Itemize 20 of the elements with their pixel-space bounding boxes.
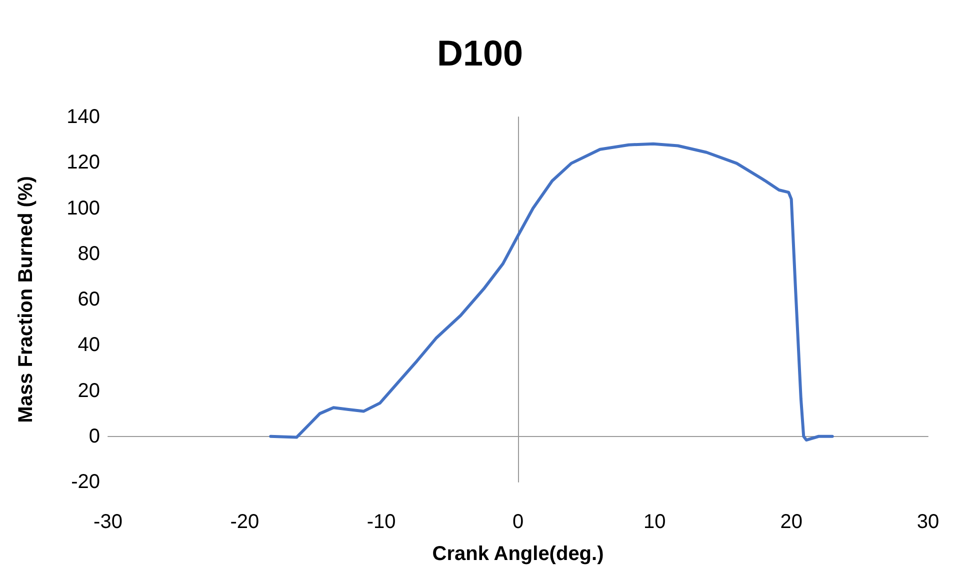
y-tick-label: -20 xyxy=(71,471,100,493)
line-series xyxy=(269,142,834,442)
x-axis-title: Crank Angle(deg.) xyxy=(432,543,604,565)
chart-title: D100 xyxy=(436,32,524,74)
x-tick-label: -10 xyxy=(366,511,396,533)
x-tick-label: -30 xyxy=(94,511,122,533)
x-tick-label: 10 xyxy=(644,511,666,533)
x-tick-label: 20 xyxy=(780,511,802,533)
y-axis-title: Mass Fraction Burned (%) xyxy=(15,176,37,423)
y-tick-label: 100 xyxy=(66,197,100,220)
x-tick-label: -20 xyxy=(230,511,260,533)
y-tick-label: 120 xyxy=(66,152,100,174)
x-tick-label: 30 xyxy=(916,511,940,533)
y-tick-label: 140 xyxy=(66,106,100,128)
y-tick-label: 80 xyxy=(78,242,100,265)
y-tick-label: 20 xyxy=(78,380,100,402)
y-tick-label: 0 xyxy=(88,425,100,448)
x-tick-label: 0 xyxy=(512,511,524,533)
y-tick-label: 60 xyxy=(78,288,100,310)
y-tick-label: 40 xyxy=(78,334,100,356)
